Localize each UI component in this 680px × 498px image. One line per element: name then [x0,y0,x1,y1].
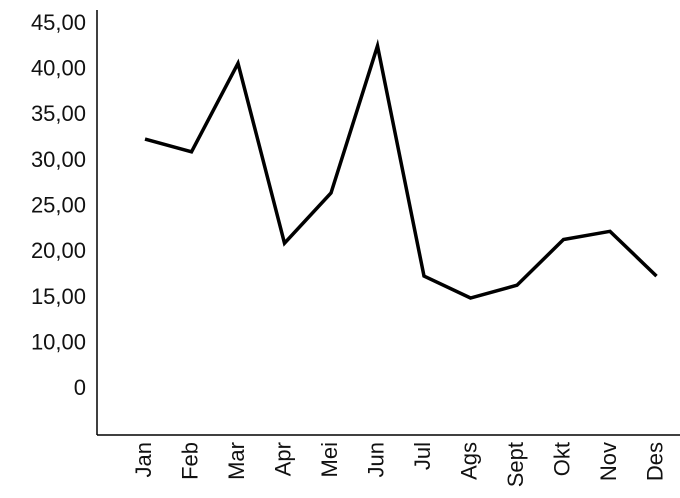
x-tick-label: Feb [177,442,202,480]
x-tick-label: Ags [456,442,481,480]
x-tick-label: Jun [363,442,388,477]
y-tick-label: 20,00 [31,238,86,263]
x-tick-label: Okt [549,442,574,476]
x-tick-label: Des [642,442,667,481]
x-tick-label: Jan [131,442,156,477]
x-tick-label: Nov [596,442,621,481]
y-tick-label: 15,00 [31,284,86,309]
y-tick-label: 30,00 [31,147,86,172]
y-tick-label: 40,00 [31,55,86,80]
y-tick-label: 35,00 [31,101,86,126]
y-tick-label: 0 [74,375,86,400]
x-tick-label: Sept [503,442,528,487]
y-tick-label: 25,00 [31,192,86,217]
x-tick-label: Apr [270,442,295,476]
x-tick-label: Mar [224,442,249,480]
x-tick-label: Jul [410,442,435,470]
x-tick-label: Mei [317,442,342,477]
line [144,38,658,300]
y-tick-label: 10,00 [31,329,86,354]
y-tick-label: 45,00 [31,10,86,35]
